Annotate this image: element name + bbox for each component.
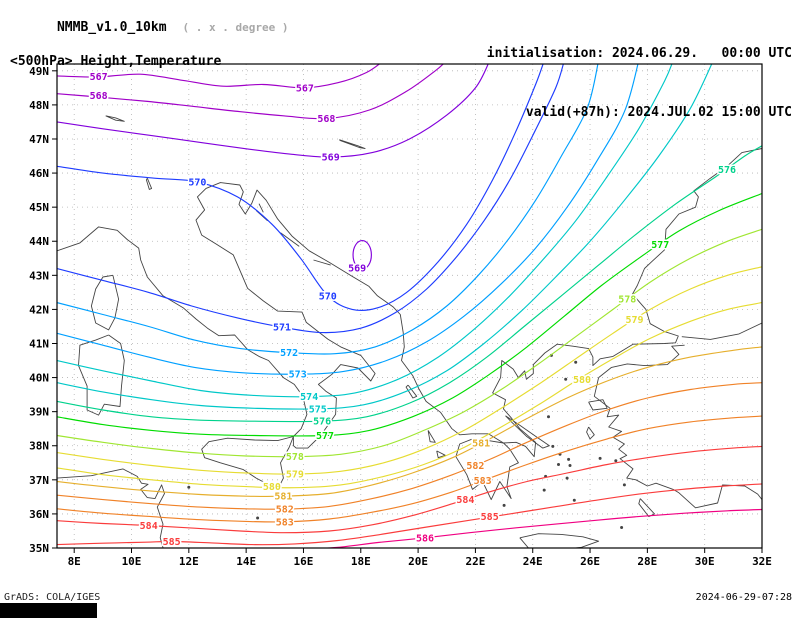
- svg-text:16E: 16E: [294, 555, 314, 568]
- svg-text:14E: 14E: [236, 555, 256, 568]
- svg-text:580: 580: [263, 482, 281, 493]
- svg-text:567: 567: [296, 83, 314, 94]
- svg-text:583: 583: [276, 517, 294, 528]
- svg-text:30E: 30E: [695, 555, 715, 568]
- svg-text:584: 584: [140, 521, 158, 532]
- svg-text:576: 576: [313, 417, 331, 428]
- svg-text:41N: 41N: [29, 337, 49, 350]
- creation-timestamp: 2024-06-29-07:28: [695, 592, 792, 603]
- svg-text:24E: 24E: [523, 555, 543, 568]
- svg-text:46N: 46N: [29, 167, 49, 180]
- svg-text:578: 578: [286, 452, 304, 463]
- svg-text:585: 585: [163, 537, 181, 548]
- svg-text:45N: 45N: [29, 201, 49, 214]
- svg-text:568: 568: [317, 114, 335, 125]
- svg-text:584: 584: [456, 495, 474, 506]
- svg-text:570: 570: [319, 291, 337, 302]
- svg-text:38N: 38N: [29, 440, 49, 453]
- svg-text:28E: 28E: [637, 555, 657, 568]
- resolution-note: ( . x . degree ): [182, 21, 289, 34]
- svg-text:572: 572: [280, 348, 298, 359]
- svg-text:577: 577: [651, 240, 669, 251]
- svg-text:43N: 43N: [29, 269, 49, 282]
- svg-text:49N: 49N: [29, 65, 49, 78]
- svg-text:582: 582: [276, 505, 294, 516]
- svg-text:40N: 40N: [29, 372, 49, 385]
- svg-text:575: 575: [309, 404, 327, 415]
- svg-text:571: 571: [273, 323, 291, 334]
- svg-text:22E: 22E: [465, 555, 485, 568]
- header-left: NMMB_v1.0_10km ( . x . degree ) <500hPa> …: [10, 5, 289, 69]
- svg-text:582: 582: [466, 461, 484, 472]
- svg-text:574: 574: [300, 392, 318, 403]
- svg-text:48N: 48N: [29, 99, 49, 112]
- model-name: NMMB_v1.0_10km: [56, 20, 167, 35]
- svg-text:35N: 35N: [29, 542, 49, 555]
- svg-text:44N: 44N: [29, 235, 49, 248]
- svg-text:18E: 18E: [351, 555, 371, 568]
- svg-text:20E: 20E: [408, 555, 428, 568]
- svg-text:42N: 42N: [29, 303, 49, 316]
- field-title: <500hPa> Height,Temperature: [10, 54, 222, 69]
- svg-text:586: 586: [416, 533, 434, 544]
- svg-text:39N: 39N: [29, 406, 49, 419]
- svg-text:579: 579: [286, 470, 304, 481]
- svg-text:569: 569: [348, 263, 366, 274]
- svg-text:10E: 10E: [122, 555, 142, 568]
- svg-text:581: 581: [472, 439, 490, 450]
- svg-text:36N: 36N: [29, 508, 49, 521]
- svg-text:576: 576: [718, 165, 736, 176]
- svg-text:47N: 47N: [29, 133, 49, 146]
- svg-text:580: 580: [573, 375, 591, 386]
- grads-logo-box: [0, 603, 97, 618]
- svg-text:581: 581: [274, 492, 292, 503]
- svg-text:8E: 8E: [68, 555, 81, 568]
- svg-text:577: 577: [316, 431, 334, 442]
- svg-text:567: 567: [90, 72, 108, 83]
- svg-text:579: 579: [625, 315, 643, 326]
- svg-text:583: 583: [474, 476, 492, 487]
- init-time-label: initialisation: 2024.06.29. 00:00 UTC: [486, 46, 792, 61]
- valid-time-label: valid(+87h): 2024.JUL.02 15:00 UTC: [525, 104, 792, 120]
- svg-text:573: 573: [289, 370, 307, 381]
- header-right: initialisation: 2024.06.29. 00:00 UTC va…: [487, 5, 792, 161]
- svg-text:26E: 26E: [580, 555, 600, 568]
- svg-text:32E: 32E: [752, 555, 772, 568]
- svg-text:12E: 12E: [179, 555, 199, 568]
- svg-text:568: 568: [90, 91, 108, 102]
- svg-text:578: 578: [618, 295, 636, 306]
- svg-text:585: 585: [481, 512, 499, 523]
- svg-text:37N: 37N: [29, 474, 49, 487]
- svg-text:570: 570: [188, 177, 206, 188]
- svg-text:569: 569: [322, 153, 340, 164]
- grads-credit: GrADS: COLA/IGES: [4, 592, 101, 603]
